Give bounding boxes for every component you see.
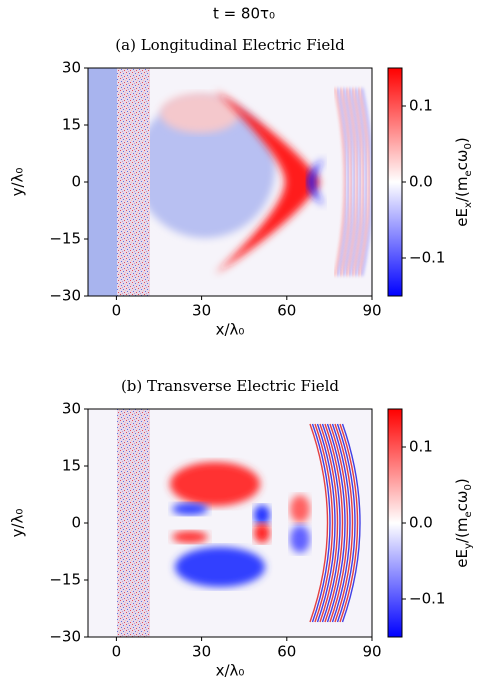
y-tick-label: 15 (62, 116, 81, 134)
field-feature (321, 423, 341, 623)
field-feature (326, 423, 346, 623)
colorbar-label-part: /(m (453, 177, 471, 203)
colorbar-label: eEx/(mecω0) (453, 137, 474, 226)
field-feature (355, 87, 367, 277)
field-feature (215, 90, 320, 274)
field-feature (117, 68, 150, 296)
colorbar-label-part: eE (453, 208, 471, 227)
field-feature (172, 531, 208, 543)
field-feature (316, 423, 336, 623)
colorbar-tick-label: −0.1 (409, 249, 445, 267)
x-tick-label: 60 (277, 643, 296, 661)
figure-title: t = 80τ₀ (213, 5, 275, 23)
field-feature (340, 87, 352, 277)
field-feature (341, 423, 361, 623)
colorbar (387, 67, 403, 297)
field-feature (337, 87, 349, 277)
x-axis-label: x/λ₀ (216, 662, 245, 680)
field-feature (334, 87, 346, 277)
colorbar-label-part: x (463, 202, 474, 208)
x-tick-label: 90 (362, 643, 381, 661)
field-feature (135, 98, 275, 238)
field-feature (290, 525, 310, 553)
colorbar-label-part: cω (453, 150, 471, 171)
colorbar-tick-label: 0.0 (409, 173, 433, 191)
field-feature (361, 87, 372, 277)
field-feature (290, 495, 310, 523)
field-feature (334, 423, 354, 623)
colorbar-tick-label: 0.1 (409, 97, 433, 115)
field-feature (160, 93, 240, 133)
colorbar-tick-label: 0.0 (409, 514, 433, 532)
colorbar-label-part: y (463, 543, 474, 549)
colorbar-tick-label: −0.1 (409, 590, 445, 608)
field-feature (175, 547, 265, 587)
x-axis-label: x/λ₀ (216, 321, 245, 339)
field-feature (358, 87, 370, 277)
colorbar-label-part: eE (453, 549, 471, 568)
colorbar (387, 408, 403, 638)
x-tick-label: 0 (112, 643, 122, 661)
field-feature (311, 423, 331, 623)
colorbar-label-part: e (463, 511, 474, 517)
field-feature (172, 503, 208, 515)
colorbar-label-part: e (463, 170, 474, 176)
colorbar-label-part: ) (453, 478, 471, 484)
y-tick-label: 0 (71, 514, 81, 532)
colorbar-label-part: 0 (463, 484, 474, 490)
heatmap (88, 409, 372, 637)
field-feature (352, 87, 364, 277)
y-tick-label: 30 (62, 400, 81, 418)
field-feature (254, 505, 270, 525)
field-feature (329, 423, 349, 623)
y-tick-label: −30 (49, 628, 81, 646)
field-feature (307, 158, 325, 206)
colorbar-label: eEy/(mecω0) (453, 478, 474, 567)
field-feature (336, 423, 356, 623)
field-feature (343, 87, 355, 277)
field-feature (117, 409, 150, 637)
field-feature (339, 423, 359, 623)
heatmap (88, 68, 372, 296)
colorbar-tick-label: 0.1 (409, 438, 433, 456)
field-feature (331, 423, 351, 623)
field-feature (88, 68, 117, 296)
y-tick-label: −15 (49, 571, 81, 589)
field-feature (319, 423, 339, 623)
field-feature (309, 423, 329, 623)
y-axis-label: y/λ₀ (9, 509, 27, 538)
y-tick-label: −30 (49, 287, 81, 305)
y-axis-label: y/λ₀ (9, 168, 27, 197)
field-feature (324, 423, 344, 623)
field-feature (254, 523, 270, 543)
x-tick-label: 60 (277, 302, 296, 320)
x-tick-label: 90 (362, 302, 381, 320)
x-tick-label: 0 (112, 302, 122, 320)
field-feature (314, 423, 334, 623)
colorbar-label-part: ) (453, 137, 471, 143)
chart-title: (a) Longitudinal Electric Field (115, 36, 345, 54)
x-tick-label: 30 (192, 643, 211, 661)
colorbar-label-part: 0 (463, 143, 474, 149)
y-tick-label: 30 (62, 59, 81, 77)
chart-title: (b) Transverse Electric Field (121, 377, 339, 395)
colorbar-label-part: /(m (453, 518, 471, 544)
field-feature (349, 87, 361, 277)
y-tick-label: −15 (49, 230, 81, 248)
field-feature (346, 87, 358, 277)
y-tick-label: 15 (62, 457, 81, 475)
field-feature (170, 462, 260, 506)
x-tick-label: 30 (192, 302, 211, 320)
y-tick-label: 0 (71, 173, 81, 191)
colorbar-label-part: cω (453, 491, 471, 512)
